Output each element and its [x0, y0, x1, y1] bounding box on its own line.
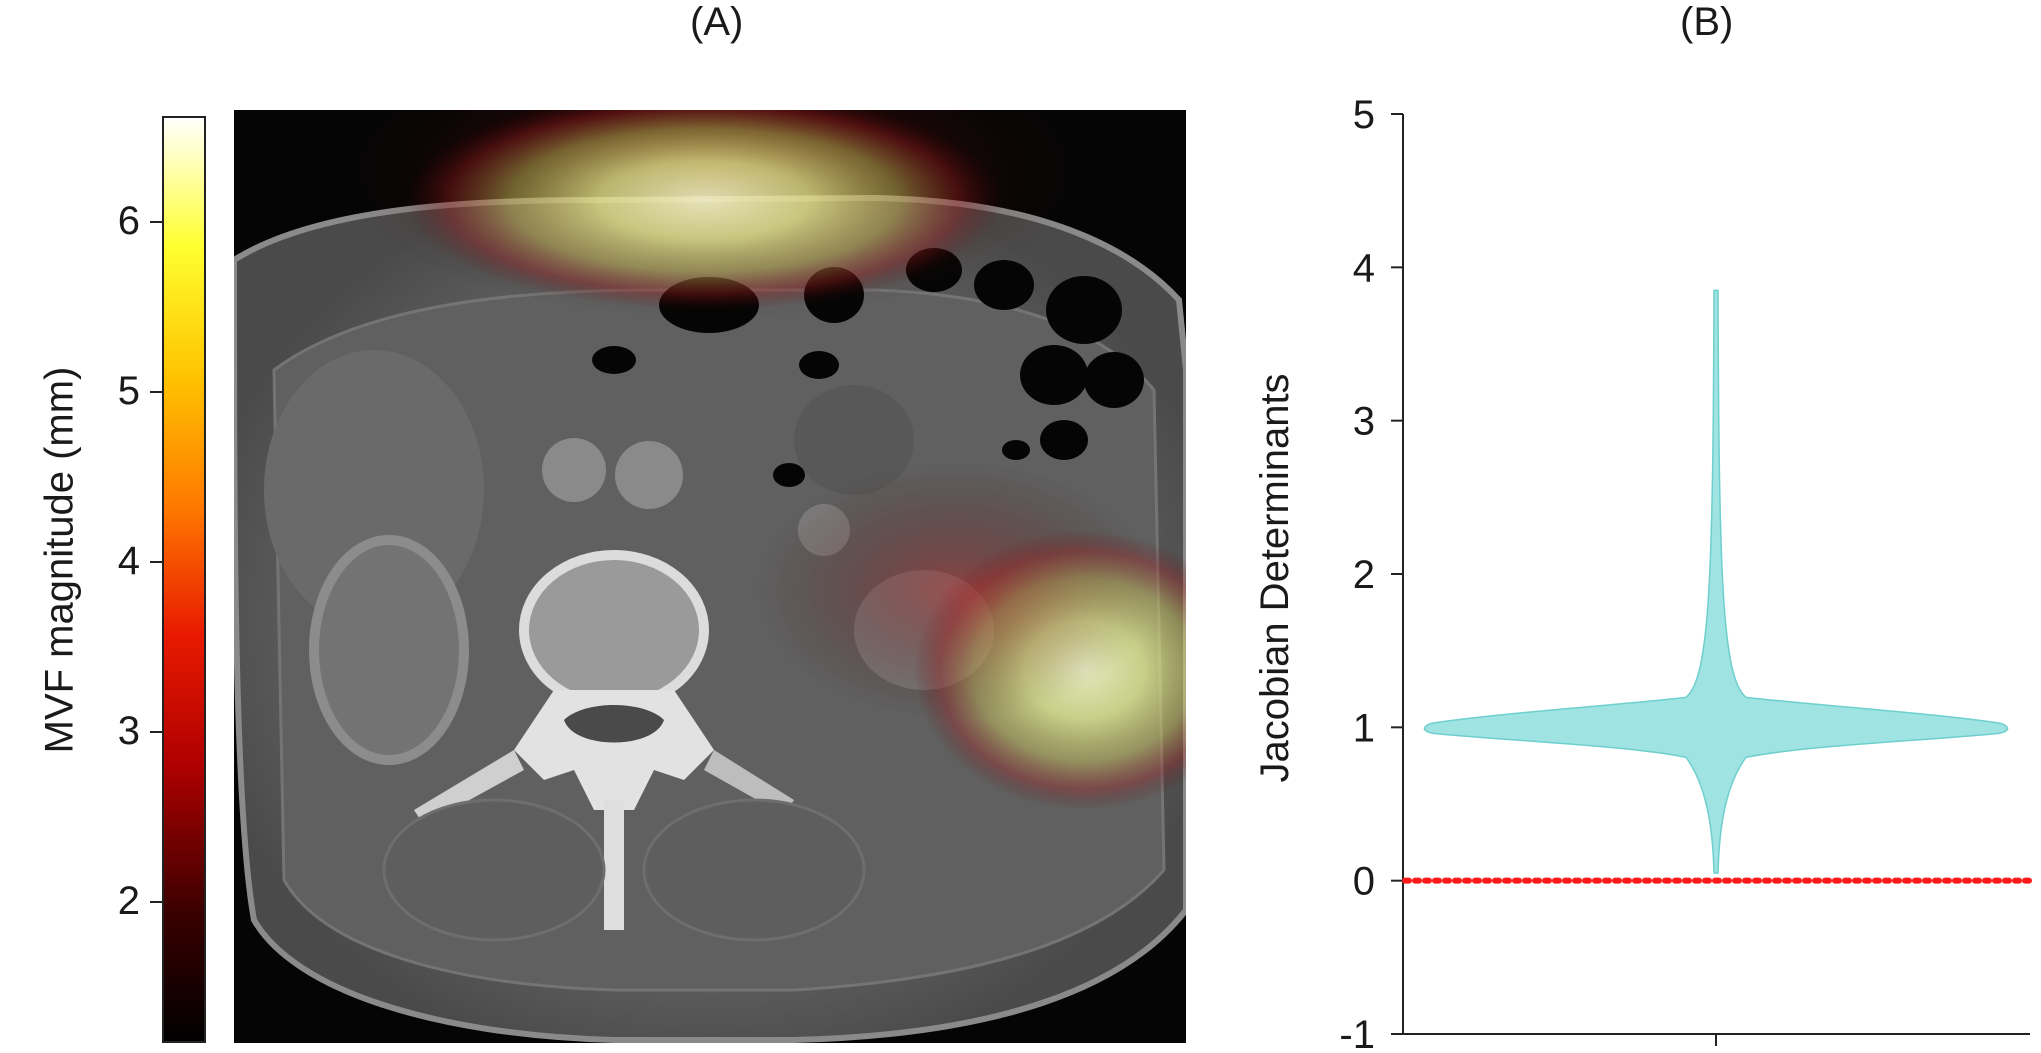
- y-tick-label: 3: [1353, 400, 1375, 444]
- mvf-hotspot-anterior: [404, 110, 1004, 310]
- colorbar-tick-label-4: 4: [117, 539, 140, 583]
- colorbar-tick-label-6: 6: [117, 199, 140, 243]
- y-tick-label: 1: [1353, 706, 1375, 750]
- plot-area: [1402, 289, 2033, 884]
- panel-a-label: (A): [690, 0, 744, 44]
- ct-scan-svg: [234, 110, 1186, 1043]
- left-kidney: [309, 535, 469, 765]
- y-tick-label: 5: [1353, 93, 1375, 137]
- y-tick-label: 0: [1353, 860, 1375, 904]
- y-tick-label: 2: [1353, 553, 1375, 597]
- colorbar-tick-label-5: 5: [117, 369, 140, 413]
- y-tick-label: 4: [1353, 246, 1375, 290]
- ct-mvf-overlay-image: [234, 110, 1186, 1043]
- y-tick-labels: 5 4 3 2 1 0 -1: [1339, 93, 1375, 1053]
- colorbar-tick-label-2: 2: [117, 879, 140, 923]
- vertebra: [414, 550, 794, 930]
- y-axis-label: Jacobian Determinants: [1253, 373, 1297, 782]
- y-tick-label: -1: [1339, 1013, 1375, 1053]
- colorbar-tick-label-3: 3: [117, 709, 140, 753]
- panel-b-label: (B): [1680, 0, 1734, 44]
- violin-jacobian-determinants: [1423, 289, 2009, 874]
